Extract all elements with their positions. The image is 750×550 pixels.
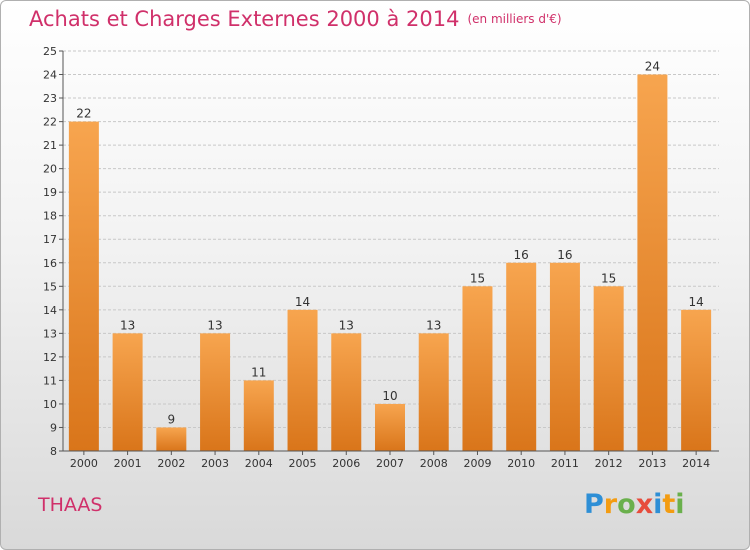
bar-2014 bbox=[681, 309, 712, 451]
bar-2010 bbox=[506, 262, 537, 451]
bar-value-label: 13 bbox=[207, 318, 222, 332]
y-axis: 8 9 10 11 12 13 14 15 16 17 18 19 20 21 22 23 24 25 bbox=[43, 45, 64, 458]
bar-value-label: 13 bbox=[426, 318, 441, 332]
y-tick-label: 23 bbox=[43, 92, 57, 105]
logo-letter: i bbox=[653, 489, 663, 520]
commune-name: THAAS bbox=[38, 494, 103, 516]
x-tick-label: 2010 bbox=[507, 457, 535, 470]
y-tick-label: 25 bbox=[43, 45, 57, 58]
bar-value-label: 13 bbox=[339, 318, 354, 332]
bar-value-label: 15 bbox=[601, 271, 616, 285]
proxiti-logo: Proxiti bbox=[584, 489, 685, 520]
y-tick-label: 20 bbox=[43, 163, 57, 176]
logo-letter: o bbox=[617, 489, 636, 520]
bar-2001 bbox=[112, 333, 143, 451]
logo-letter: x bbox=[635, 489, 654, 520]
bar-2011 bbox=[549, 262, 580, 451]
bar-2006 bbox=[331, 333, 362, 451]
bar-2012 bbox=[593, 286, 624, 451]
y-tick-label: 15 bbox=[43, 280, 57, 293]
y-tick-label: 8 bbox=[50, 445, 57, 458]
x-tick-label: 2001 bbox=[114, 457, 142, 470]
chart-title: Achats et Charges Externes 2000 à 2014 (e… bbox=[29, 7, 562, 31]
bars: 22 13 9 13 11 14 13 10 13 15 16 16 15 24 14 bbox=[68, 60, 712, 452]
y-tick-label: 10 bbox=[43, 398, 57, 411]
logo-letter: P bbox=[584, 489, 604, 520]
bar-2003 bbox=[200, 333, 231, 451]
x-tick-label: 2009 bbox=[463, 457, 491, 470]
x-tick-label: 2012 bbox=[595, 457, 623, 470]
y-tick-label: 11 bbox=[43, 374, 57, 387]
y-tick-label: 12 bbox=[43, 351, 57, 364]
bar-2002 bbox=[156, 427, 187, 451]
y-tick-label: 9 bbox=[50, 421, 57, 434]
logo-letter: t bbox=[662, 489, 676, 520]
bar-2004 bbox=[243, 380, 274, 451]
x-axis: 2000 2001 2002 2003 2004 2005 2006 2007 2008 2009… bbox=[63, 450, 719, 470]
bar-value-label: 22 bbox=[76, 107, 91, 121]
bar-value-label: 24 bbox=[645, 60, 660, 74]
x-tick-label: 2004 bbox=[245, 457, 273, 470]
bar-value-label: 14 bbox=[295, 295, 310, 309]
bar-2005 bbox=[287, 309, 318, 451]
bar-2009 bbox=[462, 286, 493, 451]
x-tick-label: 2011 bbox=[551, 457, 579, 470]
x-tick-label: 2005 bbox=[289, 457, 317, 470]
y-tick-label: 18 bbox=[43, 210, 57, 223]
bar-value-label: 10 bbox=[382, 389, 397, 403]
x-tick-label: 2013 bbox=[638, 457, 666, 470]
y-tick-label: 21 bbox=[43, 139, 57, 152]
bar-2000 bbox=[68, 121, 99, 452]
y-tick-label: 19 bbox=[43, 186, 57, 199]
y-tick-label: 14 bbox=[43, 304, 57, 317]
y-tick-label: 13 bbox=[43, 327, 57, 340]
bar-2007 bbox=[375, 403, 405, 451]
bar-value-label: 9 bbox=[168, 412, 176, 426]
bar-value-label: 11 bbox=[251, 365, 266, 379]
x-tick-label: 2014 bbox=[682, 457, 710, 470]
bar-2013 bbox=[637, 74, 668, 451]
bar-2008 bbox=[418, 333, 449, 451]
logo-letter: r bbox=[603, 489, 618, 520]
bar-value-label: 13 bbox=[120, 318, 135, 332]
bar-value-label: 15 bbox=[470, 271, 485, 285]
x-tick-label: 2008 bbox=[420, 457, 448, 470]
x-tick-label: 2007 bbox=[376, 457, 404, 470]
chart-title-text: Achats et Charges Externes 2000 à 2014 bbox=[29, 7, 460, 31]
bar-value-label: 16 bbox=[557, 248, 572, 262]
y-tick-label: 24 bbox=[43, 69, 57, 82]
y-tick-label: 22 bbox=[43, 116, 57, 129]
x-tick-label: 2002 bbox=[157, 457, 185, 470]
chart-unit: (en milliers d'€) bbox=[467, 12, 562, 26]
y-tick-label: 17 bbox=[43, 233, 57, 246]
bar-value-label: 16 bbox=[514, 248, 529, 262]
x-tick-label: 2006 bbox=[332, 457, 360, 470]
bar-value-label: 14 bbox=[688, 295, 703, 309]
logo-letter: i bbox=[675, 489, 685, 520]
y-tick-label: 16 bbox=[43, 257, 57, 270]
x-tick-label: 2000 bbox=[70, 457, 98, 470]
x-tick-label: 2003 bbox=[201, 457, 229, 470]
